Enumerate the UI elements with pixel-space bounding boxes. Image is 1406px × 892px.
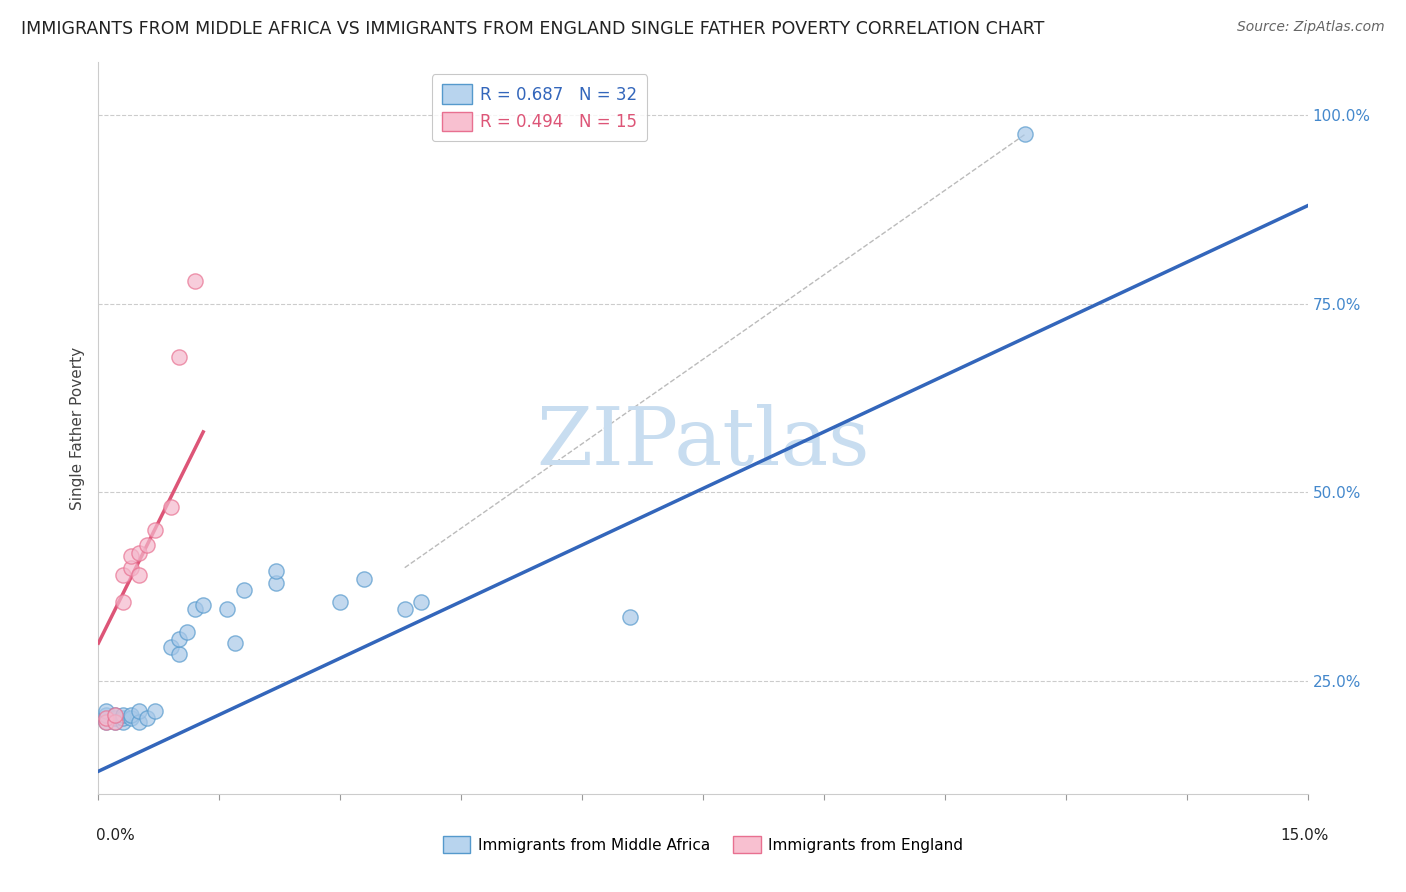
Point	[143, 523, 166, 537]
Point	[128, 704, 150, 718]
Point	[135, 538, 157, 552]
Point	[128, 715, 150, 730]
Point	[96, 715, 118, 730]
Point	[167, 648, 190, 662]
Point	[111, 715, 134, 730]
Text: Source: ZipAtlas.com: Source: ZipAtlas.com	[1237, 20, 1385, 34]
Point	[120, 549, 142, 564]
Point	[120, 560, 142, 574]
Point	[160, 640, 183, 654]
Point	[176, 624, 198, 639]
Point	[619, 609, 641, 624]
Point	[217, 602, 239, 616]
Point	[96, 707, 118, 722]
Point	[128, 545, 150, 559]
Point	[143, 704, 166, 718]
Point	[135, 711, 157, 725]
Point	[264, 565, 287, 579]
Text: ZIPatlas: ZIPatlas	[536, 404, 870, 482]
Text: 15.0%: 15.0%	[1281, 829, 1329, 843]
Point	[353, 572, 375, 586]
Point	[160, 500, 183, 515]
Point	[1014, 127, 1036, 141]
Point	[103, 711, 125, 725]
Point	[184, 274, 207, 288]
Point	[103, 715, 125, 730]
Point	[103, 715, 125, 730]
Point	[394, 602, 416, 616]
Point	[111, 711, 134, 725]
Point	[111, 568, 134, 582]
Point	[96, 704, 118, 718]
Y-axis label: Single Father Poverty: Single Father Poverty	[69, 347, 84, 509]
Point	[329, 594, 352, 608]
Point	[103, 707, 125, 722]
Point	[96, 711, 118, 725]
Point	[224, 636, 246, 650]
Legend: Immigrants from Middle Africa, Immigrants from England: Immigrants from Middle Africa, Immigrant…	[437, 830, 969, 859]
Text: 0.0%: 0.0%	[96, 829, 135, 843]
Point	[120, 707, 142, 722]
Point	[120, 711, 142, 725]
Point	[103, 707, 125, 722]
Point	[167, 632, 190, 647]
Point	[96, 715, 118, 730]
Point	[264, 575, 287, 590]
Point	[128, 568, 150, 582]
Point	[111, 594, 134, 608]
Point	[184, 602, 207, 616]
Point	[409, 594, 432, 608]
Text: IMMIGRANTS FROM MIDDLE AFRICA VS IMMIGRANTS FROM ENGLAND SINGLE FATHER POVERTY C: IMMIGRANTS FROM MIDDLE AFRICA VS IMMIGRA…	[21, 20, 1045, 37]
Point	[232, 583, 254, 598]
Point	[193, 599, 215, 613]
Point	[167, 350, 190, 364]
Point	[111, 707, 134, 722]
